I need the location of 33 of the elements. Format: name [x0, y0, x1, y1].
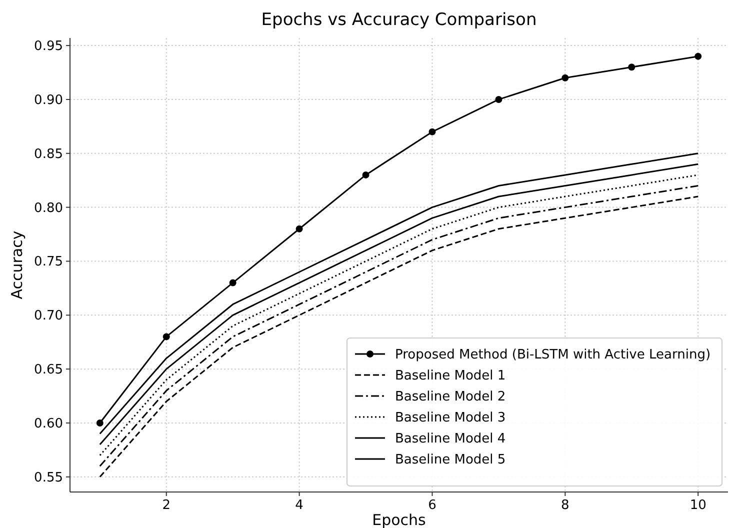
y-tick-label: 0.60 — [34, 416, 63, 432]
legend-label: Baseline Model 3 — [395, 410, 506, 426]
legend-label: Baseline Model 4 — [395, 432, 506, 446]
legend-label: Baseline Model 1 — [395, 368, 506, 384]
x-tick-label: 4 — [295, 498, 304, 513]
point — [362, 171, 370, 178]
y-tick-label: 0.70 — [34, 308, 63, 324]
y-tick-label: 0.95 — [34, 39, 63, 54]
point — [628, 64, 636, 71]
x-tick-label: 2 — [162, 498, 171, 513]
legend-label: Baseline Model 5 — [395, 452, 506, 468]
y-tick-label: 0.80 — [34, 200, 63, 216]
point — [296, 225, 303, 232]
y-tick-label: 0.55 — [34, 470, 63, 486]
point — [495, 96, 502, 103]
y-tick-label: 0.65 — [34, 362, 63, 378]
y-axis-title: Accuracy — [8, 230, 26, 300]
x-tick-label: 10 — [690, 498, 706, 513]
y-tick-label: 0.85 — [34, 146, 63, 162]
y-tick-label: 0.75 — [34, 254, 63, 270]
y-tick-label: 0.90 — [34, 92, 63, 108]
legend-label: Baseline Model 2 — [395, 390, 506, 404]
point — [694, 52, 702, 60]
point — [229, 279, 236, 286]
x-tick-label: 6 — [428, 498, 436, 513]
legend-label: Proposed Method (Bi-LSTM with Active Learning) — [395, 348, 711, 362]
point — [162, 333, 170, 340]
point — [96, 419, 104, 426]
point — [428, 128, 436, 136]
x-axis-title: Epochs — [372, 511, 426, 528]
point — [562, 74, 569, 82]
chart-title: Epochs vs Accuracy Comparison — [261, 10, 537, 30]
x-tick-label: 8 — [561, 498, 570, 513]
